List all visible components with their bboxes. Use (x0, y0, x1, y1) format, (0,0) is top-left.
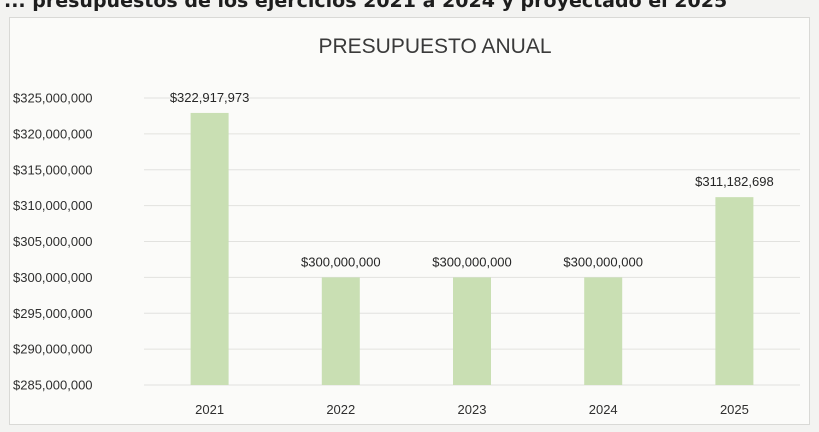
y-tick-label: $325,000,000 (13, 91, 93, 106)
document-header-text: ... presupuestos de los ejercicios 2021 … (4, 0, 728, 12)
y-tick-label: $285,000,000 (13, 378, 93, 393)
data-label: $300,000,000 (432, 254, 512, 269)
y-tick-label: $290,000,000 (13, 342, 93, 357)
data-label: $322,917,973 (170, 90, 250, 105)
x-category-label: 2024 (589, 402, 618, 417)
x-axis-categories: 2021 2022 2023 2024 2025 (195, 402, 749, 417)
chart-frame: PRESUPUESTO ANUAL $285,000,000 $290,000,0… (9, 17, 810, 425)
gridlines (144, 97, 800, 386)
bar-2022 (321, 277, 360, 385)
data-label: $311,182,698 (695, 174, 774, 189)
y-tick-label: $305,000,000 (13, 234, 93, 249)
x-category-label: 2023 (458, 402, 487, 417)
y-tick-label: $310,000,000 (13, 198, 93, 213)
data-labels: $322,917,973 $300,000,000 $300,000,000 $300… (170, 90, 774, 269)
y-tick-label: $315,000,000 (13, 162, 93, 177)
chart-title: PRESUPUESTO ANUAL (318, 35, 551, 58)
x-category-label: 2025 (720, 402, 749, 417)
bars (190, 112, 754, 386)
data-label: $300,000,000 (563, 254, 643, 269)
data-label: $300,000,000 (301, 254, 381, 269)
document-header-strip: ... presupuestos de los ejercicios 2021 … (0, 0, 819, 14)
x-category-label: 2022 (326, 402, 355, 417)
bar-2021 (190, 112, 229, 386)
bar-2023 (453, 277, 491, 385)
bar-chart: PRESUPUESTO ANUAL $285,000,000 $290,000,0… (13, 35, 800, 417)
y-tick-label: $320,000,000 (13, 126, 93, 141)
bar-2024 (584, 277, 623, 385)
y-tick-label: $300,000,000 (13, 270, 93, 285)
y-tick-label: $295,000,000 (13, 306, 93, 321)
y-axis-ticks: $285,000,000 $290,000,000 $295,000,000 $300… (13, 91, 93, 393)
bar-2025 (715, 197, 754, 385)
x-category-label: 2021 (195, 402, 224, 417)
